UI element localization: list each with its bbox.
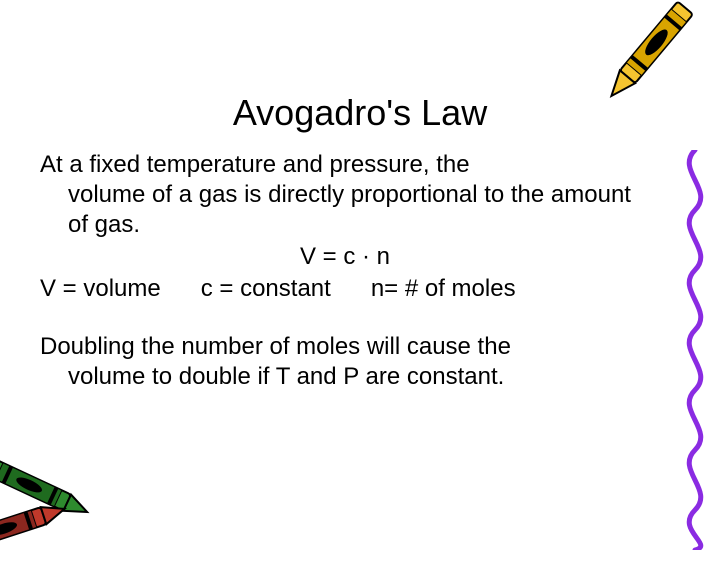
paragraph-1-rest: volume of a gas is directly proportional… bbox=[68, 180, 650, 240]
def-constant: c = constant bbox=[201, 274, 331, 304]
crayon-yellow-icon bbox=[570, 0, 720, 150]
paragraph-2-rest: volume to double if T and P are constant… bbox=[68, 362, 650, 392]
def-volume: V = volume bbox=[40, 274, 161, 304]
slide: Avogadro's Law At a fixed temperature an… bbox=[0, 0, 720, 540]
crayon-red-icon bbox=[0, 480, 110, 580]
paragraph-1-line1: At a fixed temperature and pressure, the bbox=[40, 151, 470, 178]
formula: V = c · n bbox=[40, 242, 650, 272]
paragraph-2-line1: Doubling the number of moles will cause … bbox=[40, 333, 511, 360]
body-text: At a fixed temperature and pressure, the… bbox=[40, 150, 650, 392]
def-moles: n= # of moles bbox=[371, 274, 516, 304]
squiggle-icon bbox=[670, 150, 720, 550]
definitions-row: V = volume c = constant n= # of moles bbox=[40, 274, 650, 304]
paragraph-1: At a fixed temperature and pressure, the… bbox=[40, 150, 650, 240]
paragraph-2: Doubling the number of moles will cause … bbox=[40, 332, 650, 392]
